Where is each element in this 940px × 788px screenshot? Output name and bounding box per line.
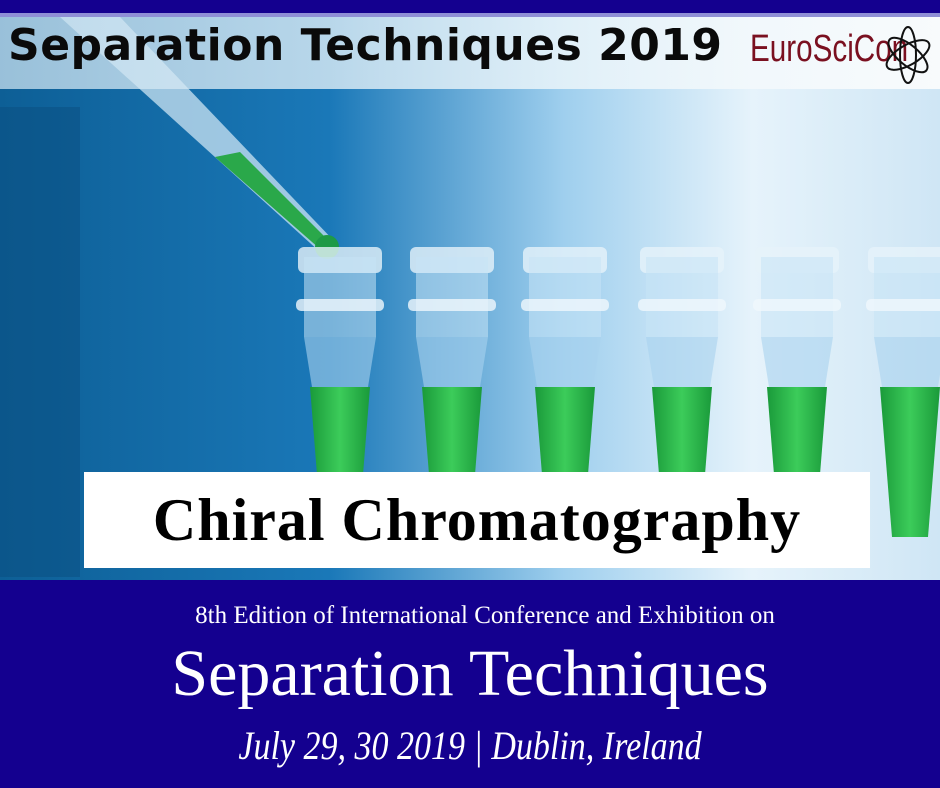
conference-heading: Separation Techniques — [171, 637, 769, 710]
edition-text: 8th Edition of International Conference … — [195, 602, 775, 629]
date-location: July 29, 30 2019 | Dublin, Ireland — [238, 723, 702, 768]
atom-orbit-icon — [885, 26, 931, 84]
eurosciCon-logo: EuroSciCon — [750, 28, 909, 70]
tube — [866, 247, 940, 537]
top-bar — [0, 0, 940, 13]
title-strip — [0, 17, 940, 89]
event-title: Separation Techniques 2019 — [8, 20, 723, 71]
topic-box: Chiral Chromatography — [84, 472, 870, 568]
topic-title: Chiral Chromatography — [152, 487, 802, 553]
event-info-panel: 8th Edition of International Conference … — [0, 580, 940, 788]
top-divider — [0, 13, 940, 17]
